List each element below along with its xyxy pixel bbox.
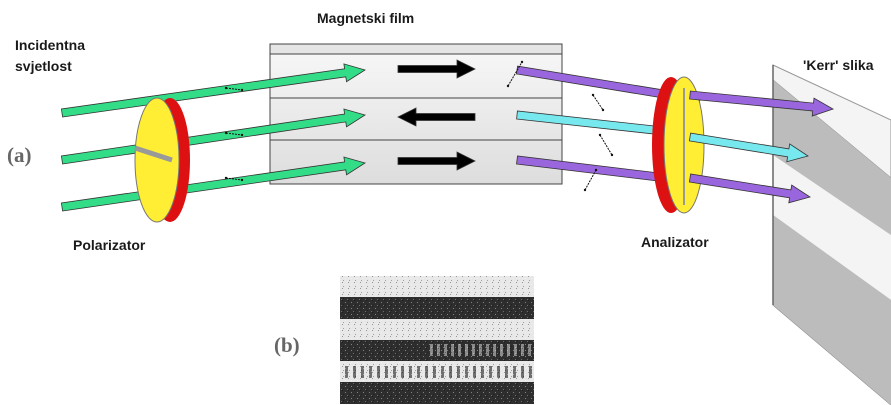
magnetic-film-label: Magnetski film — [317, 10, 414, 26]
panel-b-label: (b) — [274, 333, 300, 357]
analyzer-label: Analizator — [641, 234, 709, 250]
polarization-mark-6 — [600, 135, 612, 155]
polarizer-label: Polarizator — [73, 237, 146, 253]
incident-light-label-line1: Incidentna — [15, 37, 85, 53]
polarizer-disc — [135, 98, 190, 222]
polarization-mark-5 — [593, 95, 603, 110]
panel-a-label: (a) — [7, 143, 32, 167]
kerr-microscopy-image — [340, 276, 534, 404]
kerr-image-label: 'Kerr' slika — [803, 57, 874, 73]
incident-light-label-line2: svjetlost — [15, 58, 72, 74]
kerr-image-screen — [773, 65, 891, 405]
